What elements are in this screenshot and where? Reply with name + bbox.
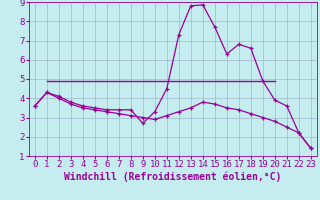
X-axis label: Windchill (Refroidissement éolien,°C): Windchill (Refroidissement éolien,°C) [64, 172, 282, 182]
